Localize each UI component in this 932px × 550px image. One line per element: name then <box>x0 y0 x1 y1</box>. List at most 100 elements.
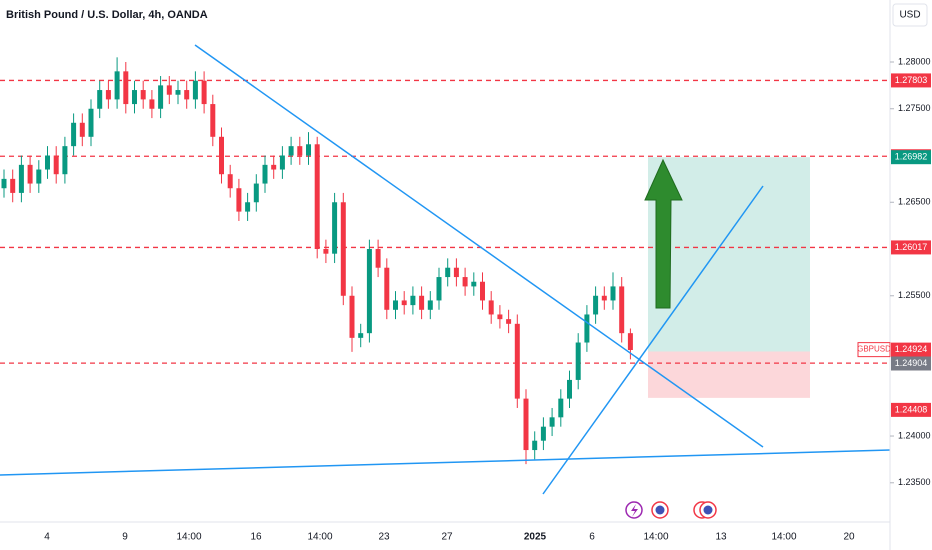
candle-body <box>105 90 111 100</box>
candle-body <box>1 178 7 189</box>
candle-body <box>584 314 590 343</box>
candle-body <box>532 440 538 451</box>
price-axis <box>890 0 932 550</box>
labels: 1.28000 1.27500 1.26500 1.25500 1.24000 1.235… <box>44 56 931 543</box>
price-label: 1.26982 <box>895 152 928 162</box>
candle-body <box>45 155 50 170</box>
candle-body <box>514 323 520 399</box>
y-tick-label: 1.27500 <box>898 103 931 113</box>
x-tick-label: 6 <box>589 532 595 543</box>
x-tick-label: 14:00 <box>307 532 332 543</box>
event-icon-glyph <box>631 504 638 517</box>
candle-body <box>53 155 59 175</box>
trend-line <box>0 449 891 476</box>
candle-body <box>358 333 364 338</box>
trend-line <box>542 185 764 495</box>
x-tick-label: 14:00 <box>771 532 796 543</box>
candle-body <box>549 417 555 427</box>
currency: USD <box>899 10 920 21</box>
candle-body <box>480 281 485 301</box>
candle-body <box>36 169 42 184</box>
candle-body <box>471 281 477 287</box>
candle-body <box>219 136 224 175</box>
x-tick-label: 14:00 <box>643 532 668 543</box>
currency-button[interactable] <box>892 3 928 27</box>
price-label: 1.27803 <box>895 75 928 85</box>
candle-body <box>445 267 451 278</box>
candle-body <box>427 300 433 310</box>
candle-body <box>332 202 338 254</box>
candle-body <box>192 80 198 100</box>
candle-body <box>306 144 311 156</box>
price-label-bg <box>891 150 931 165</box>
candle-body <box>349 295 355 338</box>
candle-body <box>158 85 164 109</box>
price-label-bg <box>891 73 931 88</box>
candle-body <box>340 202 346 296</box>
candle-body <box>506 319 512 324</box>
candle-body <box>140 90 146 100</box>
candle-body <box>97 90 103 109</box>
candle-body <box>18 164 24 193</box>
candle-body <box>123 71 129 105</box>
x-tick-label: 9 <box>122 532 128 543</box>
time-axis <box>0 522 890 550</box>
stop-zone <box>648 351 810 398</box>
symbol-tag: GBPUSD <box>857 345 891 354</box>
x-tick-label: 4 <box>44 532 50 543</box>
candle-body <box>279 155 285 170</box>
candle-body <box>166 85 172 95</box>
candle-body <box>453 267 459 278</box>
candle-body <box>488 300 494 315</box>
candle-body <box>236 188 242 212</box>
price-label: 1.24904 <box>895 358 928 368</box>
y-tick-label: 1.28000 <box>898 56 931 66</box>
candle-body <box>253 183 259 203</box>
y-tick-label: 1.23500 <box>898 477 931 487</box>
y-tick-label: 1.24000 <box>898 430 931 440</box>
candle-body <box>71 122 77 147</box>
x-tick-label: 13 <box>715 532 727 543</box>
candle-body <box>297 146 303 156</box>
candle-body <box>245 202 251 212</box>
x-tick-label: 2025 <box>524 532 547 543</box>
candle-body <box>10 178 16 193</box>
candle-body <box>575 342 581 380</box>
candle-body <box>227 174 233 189</box>
x-tick-label: 20 <box>843 532 855 543</box>
candle-body <box>366 249 372 334</box>
symbol-tag-bg <box>857 342 891 358</box>
candle-body <box>393 300 398 310</box>
price-label: 1.24924 <box>895 344 928 354</box>
price-label-bg <box>891 356 931 371</box>
x-tick-label: 14:00 <box>176 532 201 543</box>
candle-body <box>132 90 137 105</box>
candle-body <box>462 277 468 287</box>
chart-title: British Pound / U.S. Dollar, 4h, OANDA <box>6 9 208 21</box>
candle-body <box>323 249 329 254</box>
candle-body <box>627 333 633 351</box>
x-tick-label: 16 <box>250 532 262 543</box>
candle-body <box>610 286 616 301</box>
candle-body <box>375 249 381 268</box>
candle-body <box>210 104 216 137</box>
candle-body <box>419 295 425 310</box>
candle-body <box>558 398 564 418</box>
candle-body <box>201 80 207 105</box>
candle-body <box>601 295 607 301</box>
arrow <box>644 158 683 309</box>
candle-body <box>79 122 85 137</box>
x-tick-label: 23 <box>378 532 390 543</box>
price-label: 1.26017 <box>895 242 928 252</box>
y-tick-label: 1.25500 <box>898 290 931 300</box>
candle-body <box>593 295 599 315</box>
candle-body <box>436 277 442 301</box>
y-tick-label: 1.26500 <box>898 197 931 207</box>
candle-body <box>262 164 268 184</box>
candle-body <box>88 108 94 137</box>
candle-body <box>384 267 390 310</box>
candle-body <box>62 146 68 175</box>
candle-body <box>149 99 155 109</box>
price-label-bg <box>891 402 931 417</box>
